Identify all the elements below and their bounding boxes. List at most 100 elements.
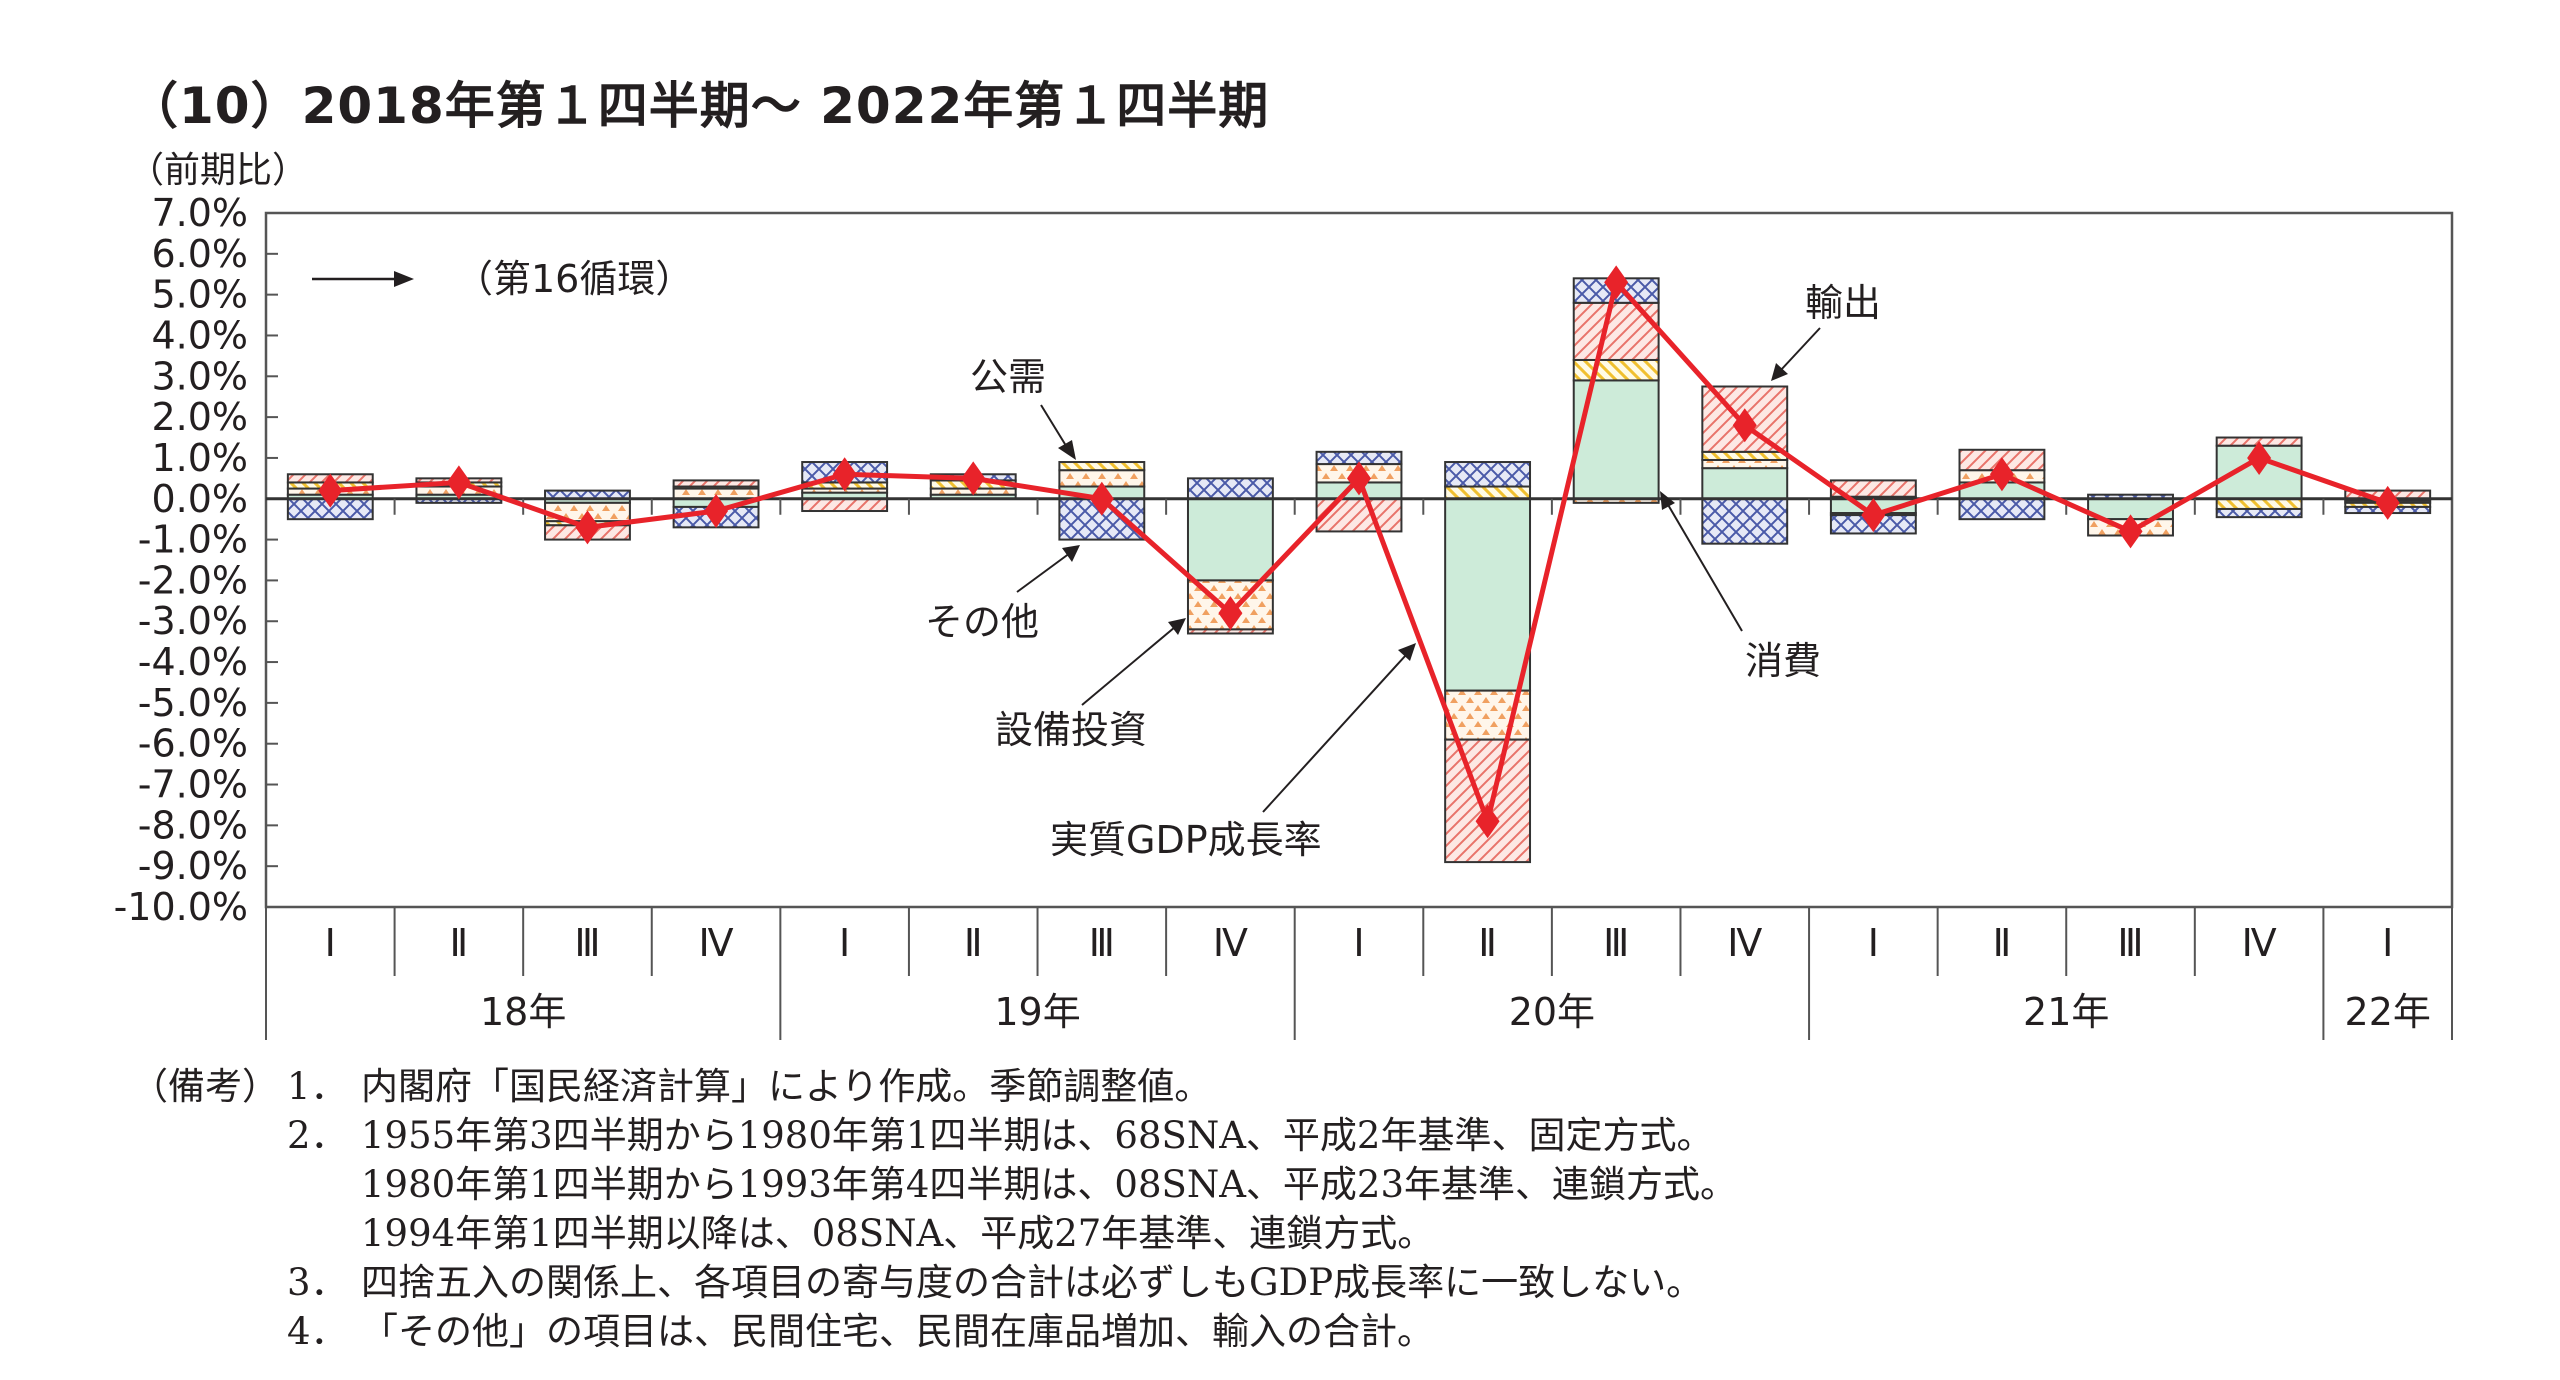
y-tick-label: -8.0% bbox=[138, 803, 248, 847]
note-text: 1955年第3四半期から1980年第1四半期は、68SNA、平成2年基準、固定方… bbox=[361, 1114, 1714, 1157]
plot-frame bbox=[264, 211, 2454, 909]
note-line: 1994年第1四半期以降は、08SNA、平成27年基準、連鎖方式。 bbox=[131, 1209, 1737, 1258]
arrow-icon bbox=[1771, 363, 1788, 381]
label-capex: 設備投資 bbox=[995, 708, 1147, 752]
gdp-point-marker bbox=[446, 465, 471, 500]
year-label: 22年 bbox=[2345, 990, 2431, 1034]
y-tick-label: 7.0% bbox=[151, 191, 248, 235]
note-line: 2． 1955年第3四半期から1980年第1四半期は、68SNA、平成2年基準、固… bbox=[131, 1111, 1737, 1160]
quarter-label: Ⅱ bbox=[1478, 921, 1497, 965]
notes: （備考） 1． 内閣府「国民経済計算」により作成。季節調整値。 2． 1955年第3四半… bbox=[131, 1062, 1737, 1356]
bar-segment-設備投資 bbox=[1701, 458, 1789, 470]
note-line: 4． 「その他」の項目は、民間住宅、民間在庫品増加、輸入の合計。 bbox=[131, 1307, 1737, 1356]
y-tick-label: -6.0% bbox=[138, 722, 248, 766]
arrow-icon bbox=[1660, 491, 1675, 510]
note-number: 1． bbox=[287, 1065, 348, 1108]
arrow-icon bbox=[1058, 440, 1076, 460]
bar-segment-その他 bbox=[1958, 497, 2046, 521]
quarter-label: Ⅳ bbox=[1213, 921, 1248, 965]
y-tick-label: -3.0% bbox=[138, 599, 248, 643]
label-other: その他 bbox=[925, 600, 1039, 644]
bar-segment-その他 bbox=[1444, 461, 1532, 488]
spacer bbox=[131, 1258, 287, 1307]
bar-segment-消費 bbox=[1444, 497, 1532, 692]
y-tick-label: -10.0% bbox=[114, 885, 248, 929]
spacer bbox=[287, 1209, 361, 1258]
quarter-label: Ⅳ bbox=[699, 921, 734, 965]
quarter-label: Ⅰ bbox=[2382, 921, 2393, 965]
gdp-point-marker bbox=[1732, 408, 1757, 443]
gdp-point-marker bbox=[1861, 498, 1886, 533]
note-number: 2． bbox=[287, 1114, 348, 1157]
bar-segment-輸出 bbox=[1572, 301, 1660, 361]
quarter-label: Ⅱ bbox=[1993, 921, 2012, 965]
bar-segment-公需 bbox=[1572, 358, 1660, 382]
bar-segment-消費 bbox=[1186, 497, 1274, 582]
gdp-point-marker bbox=[961, 461, 986, 496]
spacer bbox=[131, 1209, 287, 1258]
y-tick-label: -5.0% bbox=[138, 681, 248, 725]
bar-segment-輸出 bbox=[672, 479, 760, 488]
bar-segment-輸出 bbox=[1444, 738, 1532, 864]
cycle-label: （第16循環） bbox=[455, 257, 693, 301]
year-label: 21年 bbox=[2023, 990, 2109, 1034]
note-number: 4． bbox=[287, 1310, 348, 1353]
bar-segment-輸出 bbox=[1315, 497, 1403, 533]
note-text: 「その他」の項目は、民間住宅、民間在庫品増加、輸入の合計。 bbox=[361, 1310, 1434, 1353]
y-axis-label: （前期比） bbox=[128, 150, 308, 191]
note-text: 1994年第1四半期以降は、08SNA、平成27年基準、連鎖方式。 bbox=[361, 1212, 1435, 1255]
label-consumption: 消費 bbox=[1745, 639, 1821, 683]
gdp-point-marker bbox=[2375, 485, 2400, 520]
gdp-point-marker bbox=[704, 494, 729, 529]
chart: （前期比） 7.0%6.0%5.0%4.0%3.0%2.0%1.0%0.0%-1… bbox=[114, 150, 2454, 1040]
year-label: 20年 bbox=[1509, 990, 1595, 1034]
label-public-demand: 公需 bbox=[970, 355, 1046, 399]
label-gdp: 実質GDP成長率 bbox=[1050, 818, 1322, 862]
note-line: 1980年第1四半期から1993年第4四半期は、08SNA、平成23年基準、連鎖… bbox=[131, 1160, 1737, 1209]
arrow-icon bbox=[1062, 545, 1080, 562]
quarter-label: Ⅲ bbox=[1603, 921, 1629, 965]
gdp-point-marker bbox=[1475, 804, 1500, 839]
year-label: 18年 bbox=[480, 990, 566, 1034]
y-tick-label: 4.0% bbox=[151, 313, 248, 357]
chart-title: （10）2018年第１四半期～ 2022年第１四半期 bbox=[128, 77, 1270, 135]
gdp-point-marker bbox=[832, 457, 857, 492]
y-tick-label: 1.0% bbox=[151, 436, 248, 480]
label-exports: 輸出 bbox=[1805, 281, 1881, 325]
note-text: 四捨五入の関係上、各項目の寄与度の合計は必ずしもGDP成長率に一致しない。 bbox=[361, 1261, 1704, 1304]
note-line: （備考） 1． 内閣府「国民経済計算」により作成。季節調整値。 bbox=[131, 1062, 1737, 1111]
bar-segment-その他 bbox=[1186, 477, 1274, 500]
y-tick-label: 3.0% bbox=[151, 354, 248, 398]
spacer bbox=[131, 1307, 287, 1356]
gdp-point-marker bbox=[318, 473, 343, 508]
gdp-point-marker bbox=[1218, 596, 1243, 631]
quarter-label: Ⅱ bbox=[964, 921, 983, 965]
quarter-label: Ⅰ bbox=[325, 921, 336, 965]
note-line: 3． 四捨五入の関係上、各項目の寄与度の合計は必ずしもGDP成長率に一致しない。 bbox=[131, 1258, 1737, 1307]
quarter-label: Ⅳ bbox=[2242, 921, 2277, 965]
y-tick-label: 5.0% bbox=[151, 273, 248, 317]
bar-segment-輸出 bbox=[801, 497, 889, 513]
year-label: 19年 bbox=[994, 990, 1080, 1034]
spacer bbox=[131, 1160, 287, 1209]
arrow-icon bbox=[1168, 618, 1186, 635]
y-tick-label: -4.0% bbox=[138, 640, 248, 684]
quarter-label: Ⅰ bbox=[839, 921, 850, 965]
y-tick-label: 0.0% bbox=[151, 477, 248, 521]
bar-segment-その他 bbox=[1701, 497, 1789, 545]
spacer bbox=[287, 1160, 361, 1209]
y-tick-label: -2.0% bbox=[138, 558, 248, 602]
quarter-label: Ⅰ bbox=[1353, 921, 1364, 965]
quarter-label: Ⅳ bbox=[1727, 921, 1762, 965]
gdp-point-marker bbox=[1089, 481, 1114, 516]
quarter-label: Ⅱ bbox=[450, 921, 469, 965]
notes-head: （備考） bbox=[131, 1065, 279, 1108]
bar-segment-公需 bbox=[1444, 485, 1532, 500]
gdp-point-marker bbox=[2118, 514, 2143, 549]
gdp-point-marker bbox=[575, 510, 600, 545]
bar-segment-消費 bbox=[1701, 467, 1789, 500]
arrow-icon bbox=[1398, 643, 1416, 661]
spacer bbox=[131, 1111, 287, 1160]
gdp-growth-line bbox=[330, 279, 2389, 824]
bar-segment-公需 bbox=[1058, 461, 1146, 472]
